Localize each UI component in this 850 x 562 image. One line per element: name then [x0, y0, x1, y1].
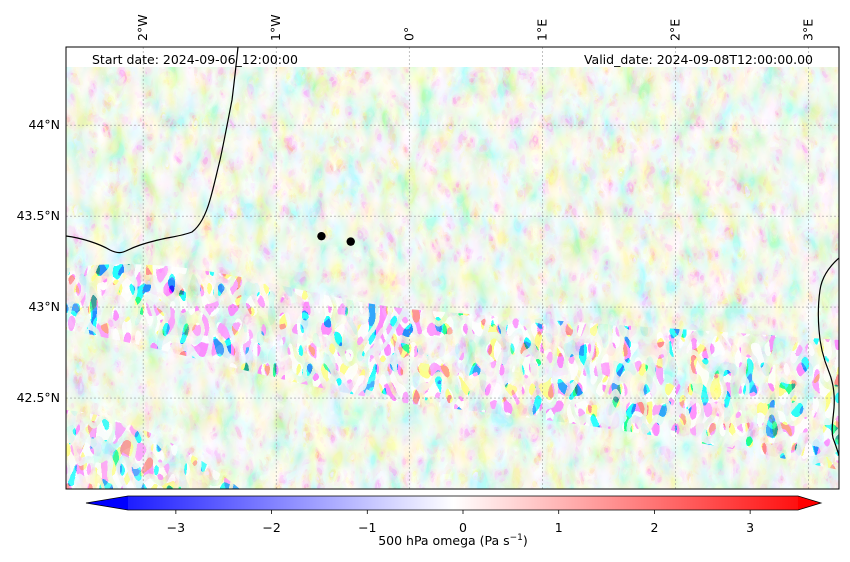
gridlines: [66, 47, 839, 489]
coastline-atlantic: [66, 47, 239, 254]
lon-tick-label: 1°W: [268, 14, 283, 41]
colorbar-tick-label: −3: [167, 520, 185, 535]
colorbar-tick-label: −2: [262, 520, 280, 535]
lon-tick-label: 2°W: [135, 14, 150, 41]
header-bar: [66, 47, 839, 67]
lat-tick-label: 43.5°N: [17, 208, 60, 223]
lat-tick-label: 44°N: [28, 117, 60, 132]
map-panel[interactable]: [66, 47, 839, 489]
colorbar-low-extension: [86, 496, 128, 510]
lat-tick-label: 42.5°N: [17, 390, 60, 405]
latitude-tick-labels: 44°N 43.5°N 43°N 42.5°N: [17, 117, 60, 405]
colorbar: −3 −2 −1 0 1 2 3 500 hPa omega (Pa s−1): [85, 495, 823, 548]
colorbar-fill: [86, 496, 821, 510]
colorbar-outline: [85, 495, 823, 511]
valid-date-label: Valid_date: 2024-09-08T12:00:00.00: [584, 52, 813, 67]
lon-tick-label: 1°E: [534, 19, 549, 41]
lat-tick-label: 43°N: [28, 299, 60, 314]
colorbar-title: 500 hPa omega (Pa s−1): [378, 533, 528, 548]
colorbar-tick-label: 3: [746, 520, 754, 535]
lon-tick-label: 0°: [401, 27, 416, 41]
colorbar-ticks: −3 −2 −1 0 1 2 3: [167, 510, 754, 535]
colorbar-tick-label: 1: [555, 520, 563, 535]
colorbar-tick-label: 0: [459, 520, 467, 535]
map-frame: [65, 46, 840, 490]
location-marker: [317, 231, 326, 241]
lon-tick-label: 3°E: [800, 19, 815, 41]
location-markers: [317, 231, 355, 246]
colorbar-tick-label: 2: [650, 520, 658, 535]
omega-field-blue-tint: [66, 47, 839, 489]
start-date-label: Start date: 2024-09-06_12:00:00: [92, 52, 298, 67]
coastline-mediterranean: [817, 257, 839, 457]
location-marker: [346, 237, 355, 246]
longitude-tick-labels: 2°W 1°W 0° 1°E 2°E 3°E: [135, 14, 815, 41]
lon-tick-label: 2°E: [667, 19, 682, 41]
colorbar-tick-label: −1: [358, 520, 376, 535]
colorbar-high-extension: [798, 496, 821, 510]
